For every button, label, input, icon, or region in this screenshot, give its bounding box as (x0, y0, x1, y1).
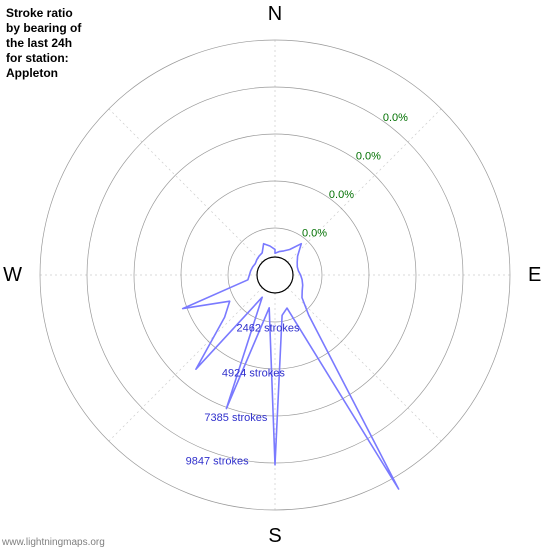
cardinal-w: W (3, 264, 22, 286)
cardinal-n: N (268, 3, 282, 25)
ring-pct-label: 0.0% (383, 112, 408, 124)
cardinal-s: S (268, 525, 281, 547)
stroke-count-label: 9847 strokes (186, 455, 249, 467)
ring-pct-label: 0.0% (329, 189, 354, 201)
ring-pct-label: 0.0% (302, 227, 327, 239)
ring-pct-label: 0.0% (356, 150, 381, 162)
stroke-count-label: 4924 strokes (222, 368, 285, 380)
cardinal-e: E (528, 264, 541, 286)
stroke-count-label: 2462 strokes (237, 323, 300, 335)
stroke-count-label: 7385 strokes (204, 412, 267, 424)
radial-gridline (288, 288, 441, 441)
center-hole (257, 257, 293, 293)
radial-gridline (109, 109, 262, 262)
polar-chart: 0.0% 0.0% 0.0% 0.0% 2462 strokes 4924 strokes… (0, 0, 550, 550)
